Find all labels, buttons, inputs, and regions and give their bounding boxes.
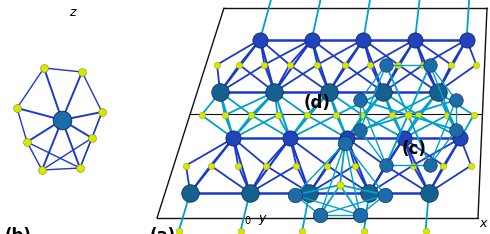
Point <box>98 110 106 114</box>
Point <box>414 113 422 117</box>
Point <box>247 113 255 117</box>
Point <box>452 128 460 132</box>
Point <box>411 38 419 41</box>
Point <box>293 164 300 167</box>
Point <box>472 63 480 66</box>
Point <box>235 63 243 66</box>
Point <box>365 191 373 195</box>
Text: (a): (a) <box>149 227 175 234</box>
Point <box>359 113 367 117</box>
Point <box>13 106 21 110</box>
Point <box>298 229 306 232</box>
Point <box>88 136 96 140</box>
Text: (c): (c) <box>402 140 427 158</box>
Point <box>316 213 324 217</box>
Point <box>308 38 316 41</box>
Point <box>360 229 368 232</box>
Point <box>76 166 84 170</box>
Point <box>229 136 237 140</box>
Point <box>38 168 46 172</box>
Point <box>286 136 294 140</box>
Point <box>426 163 434 167</box>
Point <box>440 164 447 167</box>
Point <box>234 164 242 167</box>
Point <box>58 118 66 122</box>
Point <box>409 164 416 167</box>
Point <box>182 164 190 167</box>
Point <box>270 90 278 94</box>
Text: (d): (d) <box>304 94 331 112</box>
Point <box>434 90 441 94</box>
Point <box>216 90 224 94</box>
Point <box>286 63 294 66</box>
Point <box>325 90 333 94</box>
Point <box>274 113 282 117</box>
Point <box>470 113 478 117</box>
Point <box>463 38 470 41</box>
Text: 0: 0 <box>245 216 250 226</box>
Point <box>400 136 408 140</box>
Point <box>291 193 299 197</box>
Text: x: x <box>479 217 487 230</box>
Point <box>303 113 311 117</box>
Point <box>467 164 475 167</box>
Point <box>221 113 229 117</box>
Point <box>388 113 395 117</box>
Point <box>421 229 429 232</box>
Point <box>382 63 390 67</box>
Point <box>306 191 314 195</box>
Point <box>356 98 364 102</box>
Point <box>256 38 264 41</box>
Point <box>342 63 349 66</box>
Point <box>404 113 412 117</box>
Point <box>78 70 86 74</box>
Point <box>262 164 270 167</box>
Point <box>452 98 460 102</box>
Point <box>246 191 254 195</box>
Point <box>443 113 451 117</box>
Point <box>213 63 221 66</box>
Point <box>332 113 340 117</box>
Point <box>447 63 455 66</box>
Point <box>314 63 321 66</box>
Point <box>360 38 368 41</box>
Point <box>382 163 390 167</box>
Point <box>367 63 374 66</box>
Point <box>186 191 194 195</box>
Point <box>351 164 359 167</box>
Point <box>419 63 427 66</box>
Point <box>40 66 48 70</box>
Point <box>336 183 344 187</box>
Point <box>23 140 31 144</box>
Point <box>425 191 433 195</box>
Point <box>379 90 387 94</box>
Point <box>381 193 389 197</box>
Text: z: z <box>69 6 76 19</box>
Point <box>341 141 349 145</box>
Text: (b): (b) <box>5 227 32 234</box>
Point <box>356 128 364 132</box>
Point <box>356 213 364 217</box>
Point <box>207 164 215 167</box>
Point <box>261 63 269 66</box>
Point <box>197 113 205 117</box>
Point <box>175 229 183 232</box>
Point <box>237 229 245 232</box>
Point <box>381 164 389 167</box>
Point <box>343 136 351 140</box>
Text: y: y <box>258 212 266 225</box>
Point <box>426 63 434 67</box>
Point <box>323 164 331 167</box>
Point <box>457 136 465 140</box>
Point <box>394 63 402 66</box>
